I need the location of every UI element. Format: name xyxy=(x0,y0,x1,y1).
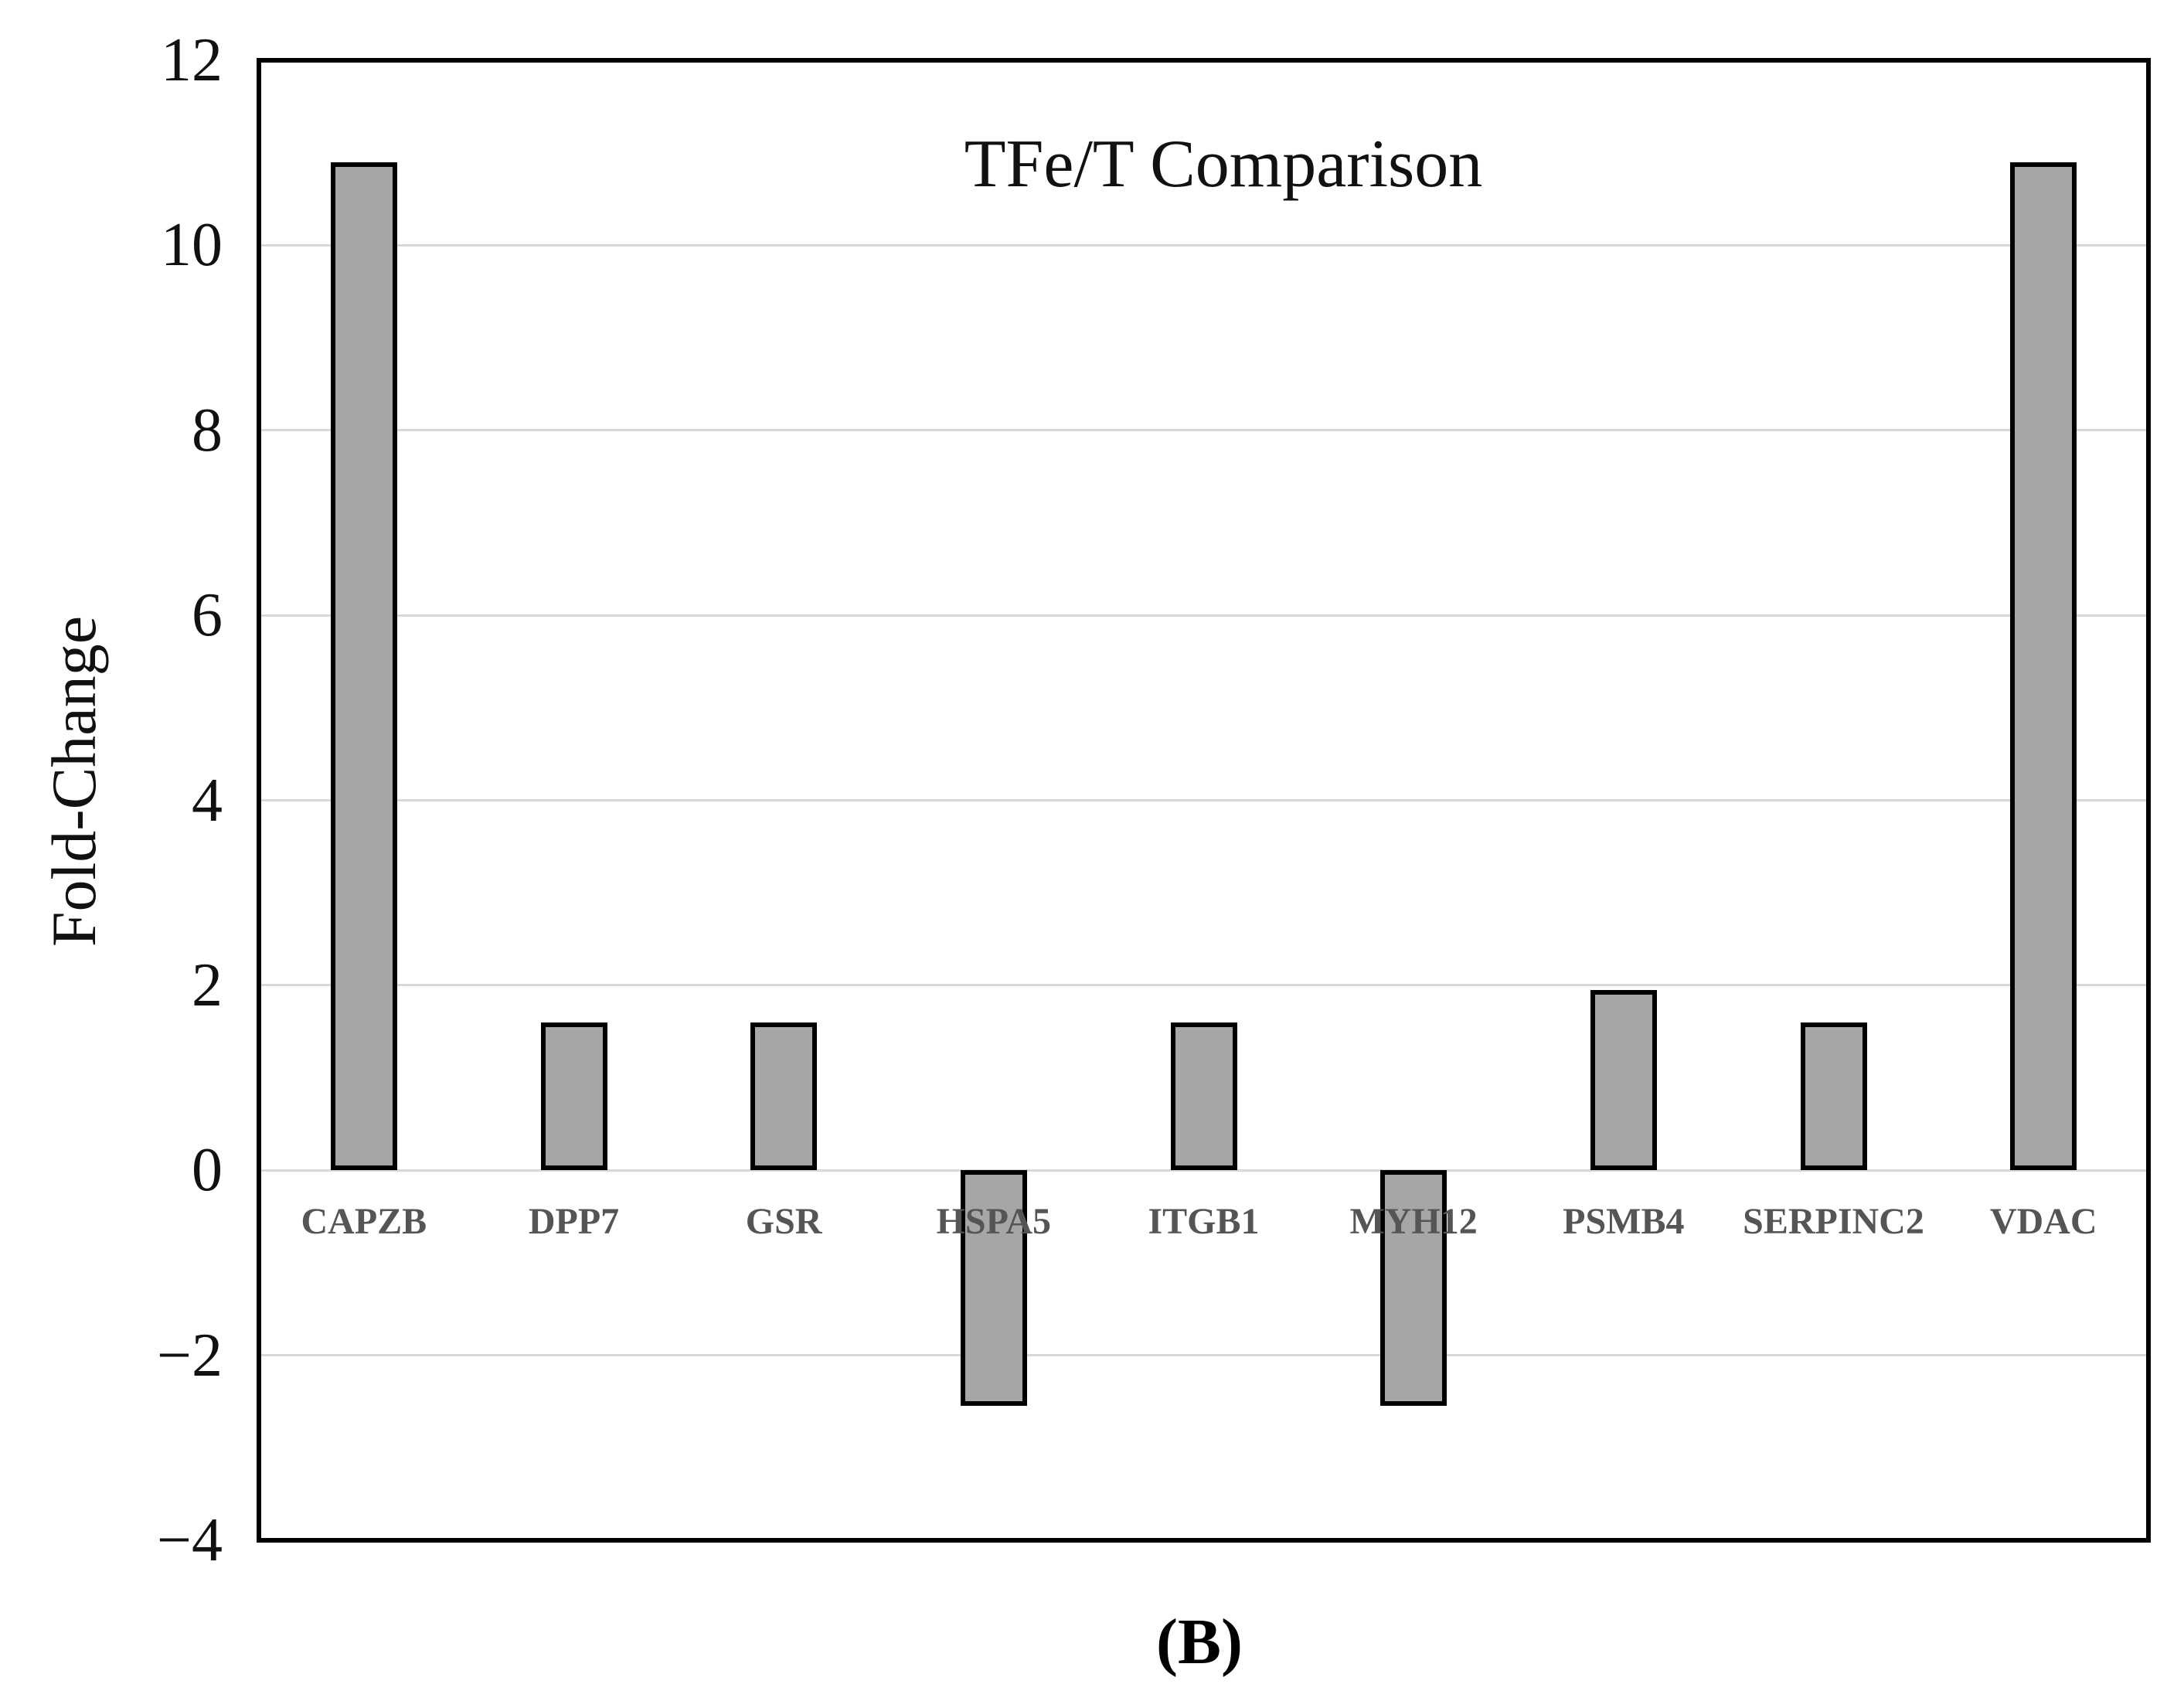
y-tick-label: 8 xyxy=(192,396,223,464)
bar-VDAC xyxy=(2010,162,2077,1171)
figure-caption: (B) xyxy=(1156,1606,1243,1678)
bar-CAPZB xyxy=(330,162,397,1171)
y-tick-label: 0 xyxy=(192,1136,223,1205)
y-tick-label: 4 xyxy=(192,766,223,835)
gridline-y-2 xyxy=(261,984,2146,987)
x-category-label-ITGB1: ITGB1 xyxy=(1148,1201,1260,1242)
bar-SERPINC2 xyxy=(1800,1022,1867,1171)
gridline-y-10 xyxy=(261,243,2146,247)
x-category-label-MYH12: MYH12 xyxy=(1349,1201,1478,1242)
bar-PSMB4 xyxy=(1590,989,1657,1171)
x-category-label-VDAC: VDAC xyxy=(1989,1201,2097,1242)
y-tick-label: 12 xyxy=(161,26,223,94)
x-category-label-GSR: GSR xyxy=(745,1201,822,1242)
bar-MYH12 xyxy=(1380,1170,1447,1407)
bar-HSPA5 xyxy=(960,1170,1027,1407)
x-category-label-SERPINC2: SERPINC2 xyxy=(1743,1201,1924,1242)
x-category-label-CAPZB: CAPZB xyxy=(301,1201,427,1242)
y-tick-label: 6 xyxy=(192,581,223,650)
y-tick-label: 10 xyxy=(161,211,223,280)
bar-ITGB1 xyxy=(1170,1022,1237,1171)
y-tick-label: −4 xyxy=(156,1506,223,1574)
gridline-y--2 xyxy=(261,1354,2146,1357)
gridline-y-8 xyxy=(261,429,2146,432)
gridline-y-6 xyxy=(261,614,2146,617)
x-category-label-PSMB4: PSMB4 xyxy=(1563,1201,1685,1242)
bar-GSR xyxy=(750,1022,818,1171)
gridline-y-0 xyxy=(261,1169,2146,1172)
chart-title: TFe/T Comparison xyxy=(964,127,1483,202)
x-category-label-HSPA5: HSPA5 xyxy=(936,1201,1052,1242)
y-tick-label: −2 xyxy=(156,1321,223,1390)
x-category-label-DPP7: DPP7 xyxy=(528,1201,620,1242)
y-tick-label: 2 xyxy=(192,951,223,1019)
gridline-y-4 xyxy=(261,799,2146,801)
bar-DPP7 xyxy=(540,1022,607,1171)
